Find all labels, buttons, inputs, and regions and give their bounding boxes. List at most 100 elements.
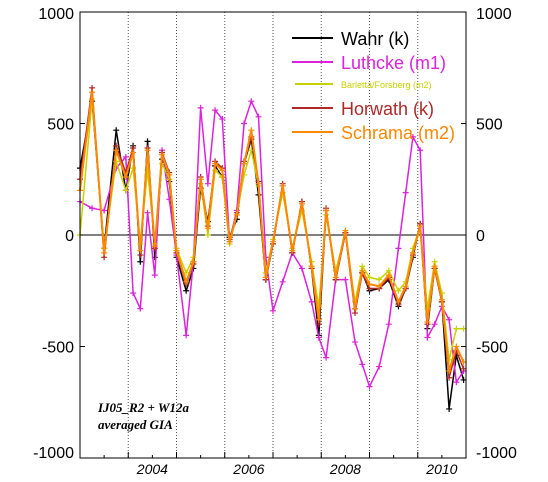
ytick-label-right: -500 xyxy=(476,340,508,357)
data-point xyxy=(359,361,366,368)
data-point xyxy=(183,278,190,285)
data-point xyxy=(446,374,453,381)
data-point xyxy=(204,232,211,238)
data-point xyxy=(241,160,248,167)
data-point xyxy=(323,207,330,214)
data-point xyxy=(122,153,129,160)
data-point xyxy=(233,211,240,218)
data-point xyxy=(298,200,305,207)
data-point xyxy=(385,321,392,328)
data-point xyxy=(130,289,137,296)
data-point xyxy=(366,274,373,281)
data-point xyxy=(308,298,315,305)
data-point xyxy=(248,127,255,134)
data-point xyxy=(315,334,322,341)
legend-label: Horwath (k) xyxy=(341,99,434,119)
data-point xyxy=(212,107,219,114)
data-point xyxy=(376,363,383,370)
data-point xyxy=(289,247,296,254)
data-point xyxy=(137,258,144,265)
series-layer xyxy=(77,84,467,412)
annotation: IJ05_R2 + W12a averaged GIA xyxy=(97,400,189,432)
ytick-label-left: 500 xyxy=(47,117,74,134)
data-point xyxy=(197,104,204,111)
data-point xyxy=(402,189,409,196)
legend-label: Barletta/Forsberg (m2) xyxy=(341,80,432,90)
data-point xyxy=(352,339,359,346)
data-point xyxy=(151,243,158,250)
data-point xyxy=(402,283,409,290)
data-point xyxy=(183,287,190,294)
data-point xyxy=(395,298,402,305)
data-point xyxy=(308,263,315,270)
data-point xyxy=(323,354,330,361)
xtick-label: 2004 xyxy=(136,461,168,477)
ytick-label-left: 0 xyxy=(65,228,74,245)
data-point xyxy=(270,307,276,314)
data-point xyxy=(113,127,120,134)
data-point xyxy=(431,263,438,270)
data-point xyxy=(241,120,248,127)
data-point xyxy=(409,133,416,140)
data-point xyxy=(438,296,445,303)
data-point xyxy=(113,147,120,154)
data-point xyxy=(151,272,158,279)
legend-label: Schrama (m2) xyxy=(341,123,455,143)
data-point xyxy=(342,276,349,283)
data-point xyxy=(262,274,269,281)
data-point xyxy=(219,167,226,174)
data-point xyxy=(453,379,460,386)
data-point xyxy=(89,89,96,96)
data-point xyxy=(342,227,349,234)
data-point xyxy=(453,325,460,332)
data-point xyxy=(279,182,286,189)
data-point xyxy=(255,180,262,187)
data-point xyxy=(359,267,366,274)
ytick-label-left: -500 xyxy=(42,340,74,357)
data-point xyxy=(376,283,383,290)
data-point xyxy=(173,247,180,254)
data-point xyxy=(122,187,129,194)
data-point xyxy=(159,151,166,158)
data-point xyxy=(197,176,204,183)
data-point xyxy=(166,171,173,178)
data-point xyxy=(409,249,416,256)
ytick-label-right: 500 xyxy=(476,117,503,134)
data-point xyxy=(190,258,197,265)
xtick-label: 2008 xyxy=(329,461,361,477)
data-point xyxy=(385,272,392,279)
xtick-label: 2010 xyxy=(425,461,457,477)
data-point xyxy=(212,160,219,167)
data-point xyxy=(431,321,438,328)
data-point xyxy=(137,305,144,312)
data-point xyxy=(417,223,424,230)
data-point xyxy=(279,278,286,285)
data-point xyxy=(101,249,108,256)
series-1 xyxy=(77,98,467,390)
data-point xyxy=(332,274,339,281)
data-point xyxy=(352,305,359,312)
ytick-label-right: 1000 xyxy=(476,6,512,23)
legend-label: Wahr (k) xyxy=(341,29,409,49)
data-point xyxy=(453,343,460,350)
data-point xyxy=(122,174,129,181)
data-point xyxy=(248,98,255,105)
data-point xyxy=(424,318,431,325)
data-point xyxy=(446,405,453,412)
series-line xyxy=(79,91,465,372)
data-point xyxy=(204,180,211,187)
data-point xyxy=(395,245,402,252)
data-point xyxy=(270,238,276,245)
data-point xyxy=(446,316,453,323)
legend: Wahr (k) Luthcke (m1) Barletta/Forsberg (m… xyxy=(292,29,455,143)
ytick-label-right: -1000 xyxy=(476,445,517,462)
data-point xyxy=(255,113,262,120)
ytick-label-left: -1000 xyxy=(33,445,74,462)
axes-layer: 1000 500 0 -500 -1000 1000 500 0 -500 -1000 2004 20… xyxy=(33,6,517,477)
data-point xyxy=(144,147,151,154)
data-point xyxy=(376,276,383,283)
data-point xyxy=(315,316,322,323)
data-point xyxy=(204,225,211,232)
series-line xyxy=(79,100,465,388)
